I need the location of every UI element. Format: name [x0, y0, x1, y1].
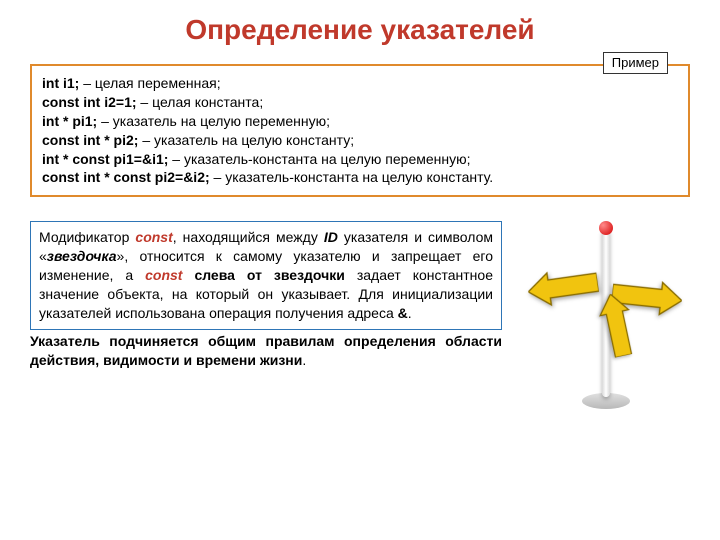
code-fragment: int i1;: [42, 75, 79, 91]
code-desc: – указатель-константа на целую переменну…: [168, 151, 470, 167]
signpost-illustration: [520, 221, 690, 421]
txt: , находящийся между: [173, 229, 324, 245]
code-fragment: const int * pi2;: [42, 132, 138, 148]
example-box: Пример int i1; – целая переменная;const …: [30, 64, 690, 197]
example-label: Пример: [603, 52, 668, 74]
txt: .: [408, 305, 412, 321]
star-word: звездочка: [47, 248, 117, 264]
bold-sentence: Указатель подчиняется общим правилам опр…: [30, 333, 502, 368]
explanation-text: Модификатор const, находящийся между ID …: [30, 221, 502, 369]
code-desc: – указатель на целую переменную;: [97, 113, 330, 129]
code-fragment: int * const pi1=&i1;: [42, 151, 168, 167]
txt: [182, 267, 194, 283]
code-desc: – указатель на целую константу;: [138, 132, 354, 148]
code-line: int i1; – целая переменная;: [42, 74, 678, 93]
code-desc: – указатель-константа на целую константу…: [210, 169, 494, 185]
txt: Модификатор: [39, 229, 135, 245]
highlight-box: Модификатор const, находящийся между ID …: [30, 221, 502, 329]
txt: .: [302, 352, 306, 368]
code-fragment: const int i2=1;: [42, 94, 137, 110]
paragraph-2: Указатель подчиняется общим правилам опр…: [30, 332, 502, 370]
const-keyword: const: [135, 229, 172, 245]
code-line: int * const pi1=&i1; – указатель-констан…: [42, 150, 678, 169]
code-fragment: int * pi1;: [42, 113, 97, 129]
code-desc: – целая переменная;: [79, 75, 220, 91]
signpost-bulb: [599, 221, 613, 235]
example-lines: int i1; – целая переменная;const int i2=…: [42, 74, 678, 187]
const-keyword: const: [145, 267, 182, 283]
code-line: const int * pi2; – указатель на целую ко…: [42, 131, 678, 150]
arrow-left-icon: [526, 265, 600, 310]
bold-phrase: слева от звездочки: [194, 267, 344, 283]
amp: &: [398, 305, 408, 321]
code-line: const int i2=1; – целая константа;: [42, 93, 678, 112]
code-fragment: const int * const pi2=&i2;: [42, 169, 210, 185]
page-title: Определение указателей: [0, 0, 720, 56]
content-row: Модификатор const, находящийся между ID …: [30, 221, 690, 421]
code-line: int * pi1; – указатель на целую переменн…: [42, 112, 678, 131]
code-line: const int * const pi2=&i2; – указатель-к…: [42, 168, 678, 187]
code-desc: – целая константа;: [137, 94, 264, 110]
id-keyword: ID: [324, 229, 338, 245]
